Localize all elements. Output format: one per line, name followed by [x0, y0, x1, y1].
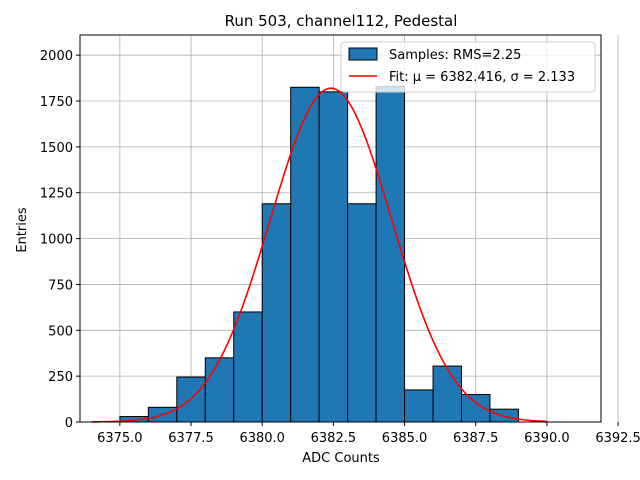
x-tick-label: 6377.5 — [168, 431, 214, 446]
histogram-bar — [290, 86, 320, 423]
y-tick-label: 500 — [48, 324, 73, 339]
gaussian-fit — [91, 87, 547, 423]
legend-samples-patch — [348, 47, 378, 61]
y-tick-label: 1000 — [40, 233, 73, 248]
histogram-bar — [432, 365, 462, 423]
histogram-bar — [404, 389, 434, 423]
y-tick-label: 0 — [65, 416, 73, 431]
y-tick-label: 2000 — [40, 49, 73, 64]
plot-frame — [79, 34, 602, 423]
y-axis-label: Entries — [15, 207, 30, 253]
x-tick-label: 6380.0 — [239, 431, 285, 446]
histogram-bar — [375, 85, 406, 423]
chart-title: Run 503, channel112, Pedestal — [225, 12, 458, 30]
legend-box — [340, 41, 596, 93]
histogram-bar — [318, 91, 349, 423]
y-tick-label: 250 — [48, 370, 73, 385]
x-tick-label: 6392.5 — [595, 431, 640, 446]
histogram-bar — [233, 311, 263, 423]
histogram-bar — [460, 393, 491, 423]
y-axis-ticks: 0 250 500 750 1000 1250 1500 1750 2000 — [40, 49, 80, 431]
legend-samples-label: Samples: RMS=2.25 — [389, 48, 521, 63]
x-axis-ticks: 6375.0 6377.5 6380.0 6382.5 6385.0 6387.5 6390… — [97, 422, 640, 446]
x-tick-label: 6387.5 — [453, 431, 499, 446]
y-tick-label: 1750 — [40, 95, 73, 110]
fit-curve — [91, 87, 547, 423]
x-tick-label: 6390.0 — [524, 431, 570, 446]
histogram-bar — [347, 203, 377, 423]
histogram-bar — [261, 203, 292, 423]
y-tick-label: 750 — [48, 278, 73, 293]
histogram-bar — [204, 357, 235, 423]
y-tick-label: 1500 — [40, 141, 73, 156]
x-tick-label: 6385.0 — [382, 431, 428, 446]
y-tick-label: 1250 — [40, 187, 73, 202]
x-tick-label: 6375.0 — [97, 431, 143, 446]
x-tick-label: 6382.5 — [311, 431, 357, 446]
legend-fit-label: Fit: μ = 6382.416, σ = 2.133 — [389, 70, 575, 85]
x-axis-label: ADC Counts — [302, 451, 380, 466]
legend: Samples: RMS=2.25 Fit: μ = 6382.416, σ =… — [340, 41, 596, 93]
histogram-bars — [119, 85, 519, 423]
